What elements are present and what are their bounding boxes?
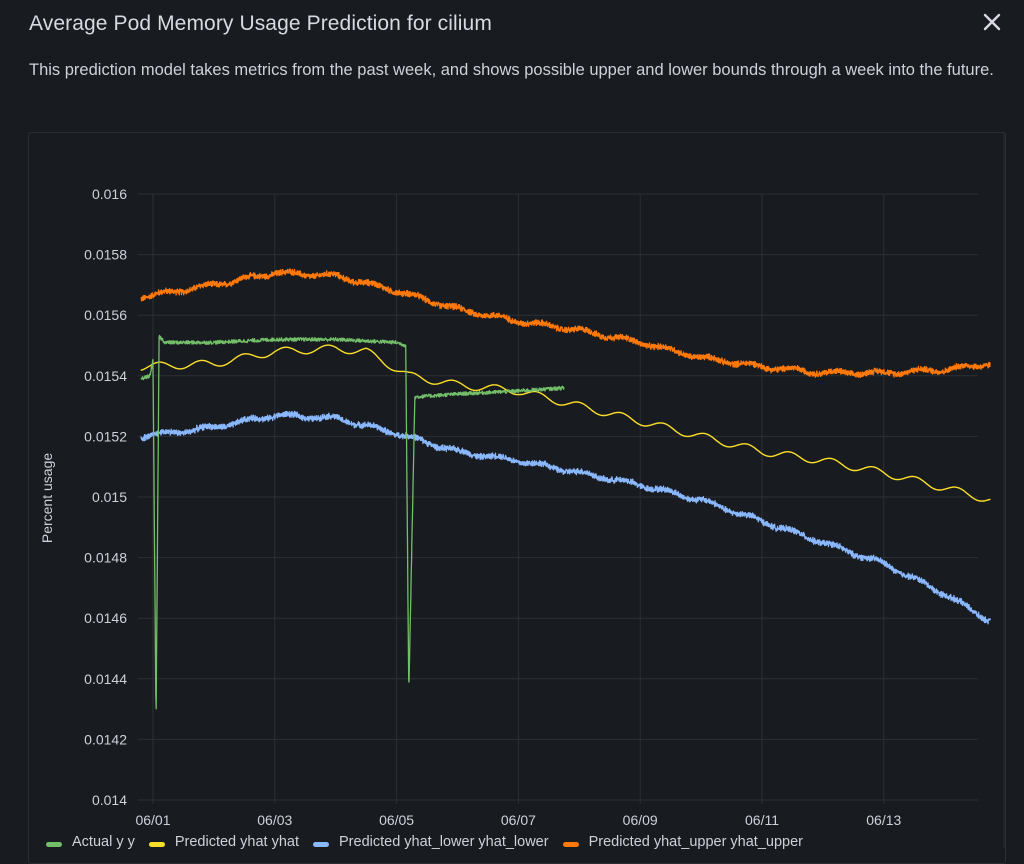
- x-tick-label: 06/07: [501, 812, 536, 828]
- x-tick-label: 06/01: [135, 812, 170, 828]
- x-tick-label: 06/03: [257, 812, 292, 828]
- y-tick-label: 0.0148: [84, 550, 127, 566]
- y-tick-label: 0.0156: [84, 307, 127, 323]
- legend-label: Actual y y: [72, 834, 135, 850]
- legend-swatch: [562, 841, 579, 847]
- series-line-1: [140, 344, 991, 502]
- legend-item[interactable]: Predicted yhat_upper yhat_upper: [562, 834, 803, 850]
- close-button[interactable]: [981, 11, 1003, 33]
- x-tick-label: 06/09: [623, 812, 658, 828]
- legend-item[interactable]: Predicted yhat_lower yhat_lower: [313, 834, 549, 850]
- y-tick-label: 0.0158: [84, 247, 127, 263]
- y-tick-label: 0.014: [92, 792, 127, 808]
- legend-swatch: [148, 841, 165, 847]
- series-line-0: [140, 334, 565, 710]
- chart-panel: [28, 132, 1006, 864]
- series-line-3: [140, 268, 991, 379]
- close-icon: [983, 13, 1001, 31]
- grid: [138, 132, 1005, 848]
- legend-item[interactable]: Predicted yhat yhat: [148, 834, 299, 850]
- x-tick-label: 06/13: [866, 812, 901, 828]
- x-axis-ticks: 06/01 06/03 06/05 06/07 06/09 06/11 06/13: [135, 812, 901, 828]
- y-tick-label: 0.016: [92, 186, 127, 202]
- y-tick-label: 0.0142: [84, 731, 127, 747]
- x-tick-label: 06/05: [379, 812, 414, 828]
- legend-label: Predicted yhat_upper yhat_upper: [588, 834, 803, 850]
- legend-label: Predicted yhat yhat: [174, 834, 299, 850]
- y-tick-label: 0.0144: [84, 671, 127, 687]
- y-tick-label: 0.0146: [84, 610, 127, 626]
- legend-swatch: [313, 841, 329, 847]
- dialog-description: This prediction model takes metrics from…: [29, 61, 994, 79]
- x-tick-label: 06/11: [745, 812, 779, 828]
- legend: Actual y y Predicted yhat yhat Predicted y…: [46, 834, 803, 850]
- y-tick-label: 0.015: [92, 489, 127, 505]
- y-axis-label: Percent usage: [39, 453, 55, 543]
- dialog-title: Average Pod Memory Usage Prediction for …: [29, 12, 492, 35]
- y-axis-ticks: 0.016 0.0158 0.0156 0.0154 0.0152 0.015 0.0148…: [84, 186, 127, 808]
- legend-item[interactable]: Actual y y: [46, 834, 135, 850]
- y-tick-label: 0.0154: [84, 368, 127, 384]
- y-tick-label: 0.0152: [84, 428, 127, 444]
- legend-swatch: [46, 841, 62, 847]
- series-lines: [140, 268, 991, 710]
- legend-label: Predicted yhat_lower yhat_lower: [339, 834, 549, 850]
- series-line-2: [140, 410, 991, 625]
